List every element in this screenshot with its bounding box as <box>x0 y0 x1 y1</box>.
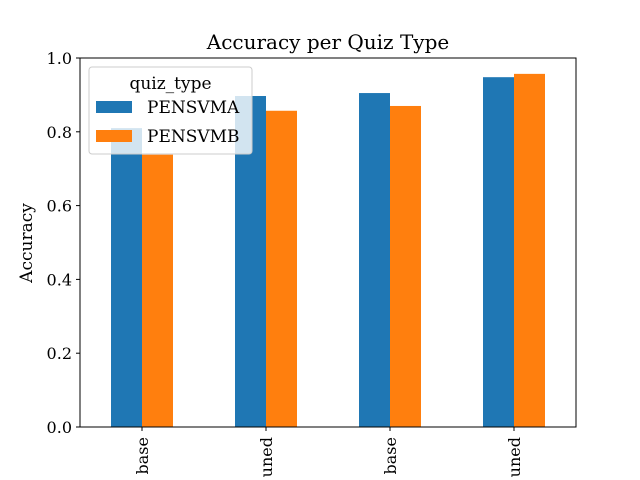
y-tick-label: 1.0 <box>47 49 72 68</box>
legend-title: quiz_type <box>129 74 211 94</box>
legend-label-pensvmb: PENSVMB <box>147 127 240 147</box>
bar-pensvma-3 <box>483 77 514 428</box>
bar-pensvmb-2 <box>390 105 421 427</box>
bar-pensvmb-3 <box>514 73 545 427</box>
chart-title: Accuracy per Quiz Type <box>206 30 449 54</box>
legend-label-pensvma: PENSVMA <box>147 98 240 118</box>
y-tick-label: 0.4 <box>47 270 72 289</box>
legend-swatch-pensvmb <box>96 130 132 142</box>
y-axis-label: Accuracy <box>17 203 37 284</box>
bar-pensvma-0 <box>111 128 142 428</box>
plot-frame <box>79 57 577 428</box>
x-tick-label: uned <box>505 437 524 477</box>
y-tick-label: 0.6 <box>47 197 72 216</box>
bar-pensvma-2 <box>359 93 390 428</box>
legend: quiz_type PENSVMA PENSVMB <box>88 66 253 155</box>
x-tick-label: base <box>381 437 400 474</box>
x-tick-label: uned <box>257 437 276 477</box>
bar-pensvmb-1 <box>266 110 297 427</box>
y-tick-label: 0.2 <box>47 344 72 363</box>
x-axis-ticks: base uned base uned <box>133 427 524 477</box>
y-tick-label: 0.8 <box>47 123 72 142</box>
y-tick-label: 0.0 <box>47 418 72 437</box>
bars-group <box>111 73 545 428</box>
legend-swatch-pensvma <box>96 101 132 113</box>
bar-pensvmb-0 <box>142 154 173 428</box>
y-axis-ticks: 0.0 0.2 0.4 0.6 0.8 1.0 <box>47 49 80 437</box>
x-tick-label: base <box>133 437 152 474</box>
